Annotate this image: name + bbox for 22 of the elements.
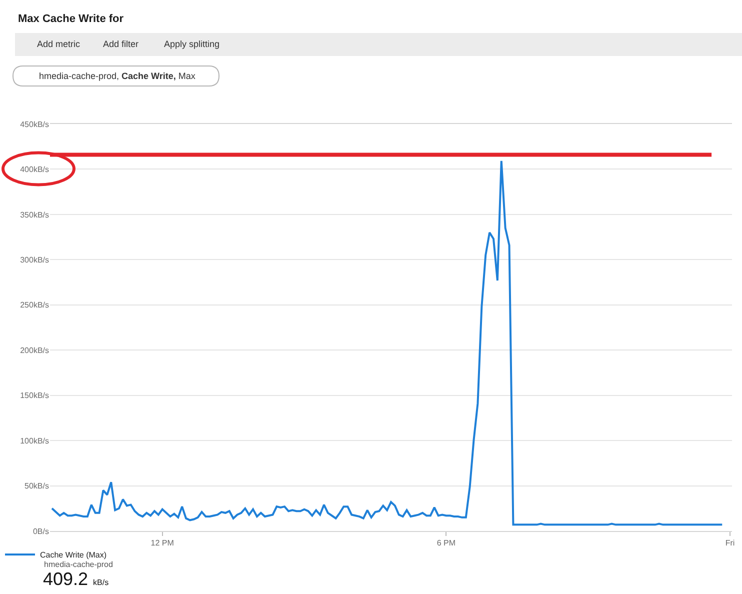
y-tick-label: 200kB/s — [20, 346, 49, 355]
y-tick-label: 150kB/s — [20, 391, 49, 400]
line-series — [50, 160, 724, 526]
y-tick-label: 50kB/s — [24, 482, 49, 491]
text: Add filter — [103, 39, 139, 49]
text: 409.2 kB/s — [43, 569, 109, 589]
x-tick-label: Fri — [725, 538, 735, 548]
text: Apply splitting — [164, 39, 220, 49]
text: Add metric — [37, 39, 81, 49]
y-tick-label: 400kB/s — [20, 165, 49, 174]
y-tick-label: 0B/s — [32, 526, 49, 536]
x-tick-label: 6 PM — [436, 538, 456, 548]
y-tick-label: 300kB/s — [20, 255, 49, 264]
chart-title: Max Cache Write for — [18, 12, 124, 25]
y-tick-label: 250kB/s — [20, 300, 49, 310]
text: hmedia-cache-prod, Cache Write, Max — [39, 71, 196, 81]
y-tick-label: 100kB/s — [20, 436, 49, 446]
y-tick-label: 350kB/s — [20, 210, 49, 220]
text: hmedia-cache-prod — [44, 560, 113, 569]
x-tick-label: 12 PM — [150, 538, 174, 548]
y-tick-label: 450kB/s — [20, 120, 49, 129]
legend-label: Cache Write (Max) — [40, 550, 107, 560]
